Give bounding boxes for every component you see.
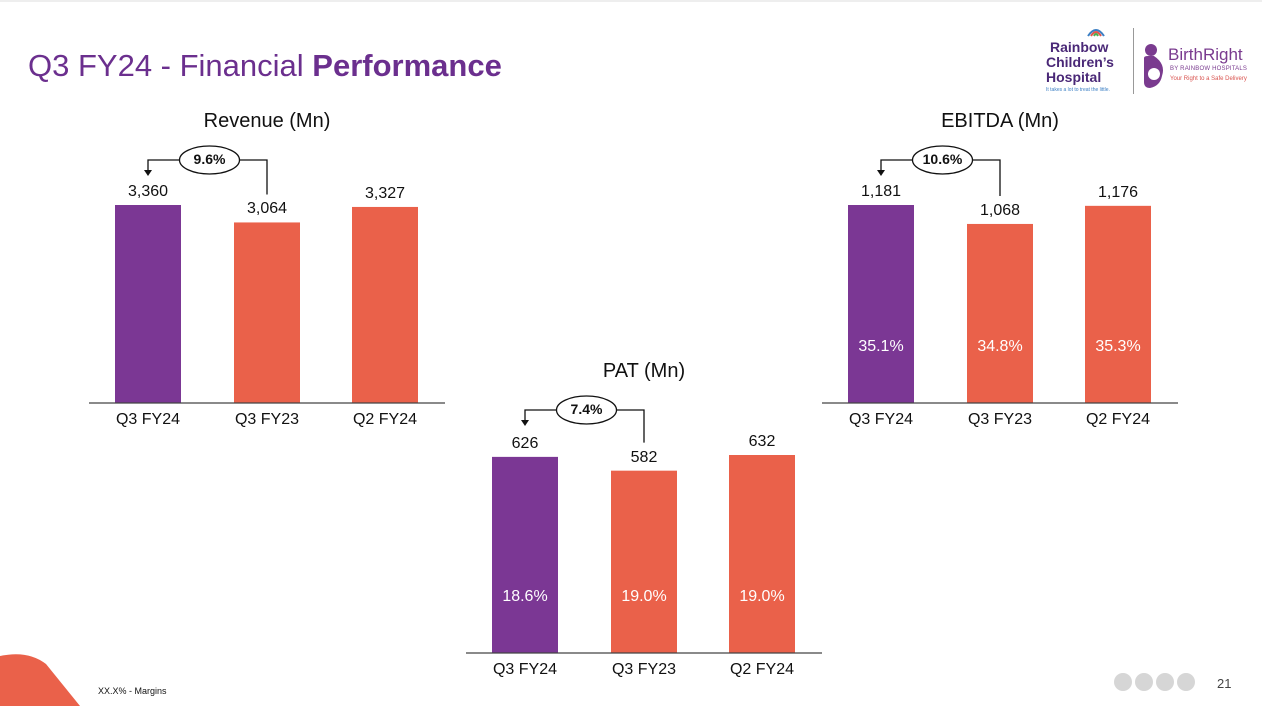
rainbow-logo-tagline: It takes a lot to treat the little. <box>1046 87 1110 93</box>
top-border <box>0 0 1262 2</box>
ebitda-growth-label: 10.6% <box>922 151 963 167</box>
birthright-mother-icon <box>1144 44 1163 88</box>
pat-margin-label: 19.0% <box>621 588 667 605</box>
revenue-category-label: Q3 FY23 <box>234 411 300 428</box>
ebitda-margin-label: 35.1% <box>858 338 904 355</box>
pat-growth-badge <box>555 395 618 425</box>
revenue-bar <box>234 222 300 403</box>
logo-divider <box>1133 28 1134 94</box>
ebitda-category-label: Q3 FY24 <box>848 411 914 428</box>
revenue-chart: Revenue (Mn) 3,360 Q3 FY24 3,064 Q3 FY23 3,32… <box>89 108 445 438</box>
ebitda-value-label: 1,068 <box>979 201 1021 219</box>
page-title: Q3 FY24 - Financial Performance <box>28 48 502 83</box>
nav-dot <box>1156 673 1174 691</box>
ebitda-bar <box>1085 205 1151 403</box>
ebitda-growth-badge <box>911 145 974 175</box>
revenue-category-label: Q3 FY24 <box>115 411 181 428</box>
rainbow-logo-line2: Children’s <box>1046 54 1114 70</box>
rainbow-logo-line1: Rainbow <box>1050 39 1109 55</box>
pat-value-label: 626 <box>511 434 539 452</box>
ebitda-chart-svg <box>822 145 1178 404</box>
pat-bar <box>611 470 677 653</box>
birthright-logo: BirthRight BY RAINBOW HOSPITALS Your Rig… <box>1140 42 1260 94</box>
pat-chart: PAT (Mn) 626 Q3 FY24 18.6% 582 Q3 FY23 19.0% 63… <box>466 358 822 688</box>
revenue-bar <box>352 206 418 403</box>
revenue-growth-badge <box>178 145 241 175</box>
revenue-value-label: 3,327 <box>364 184 406 202</box>
ebitda-chart-title: EBITDA (Mn) <box>941 110 1059 132</box>
revenue-growth-label: 9.6% <box>193 151 226 167</box>
pat-value-label: 632 <box>748 433 776 450</box>
ebitda-category-label: Q3 FY23 <box>967 411 1033 428</box>
pat-growth-arrow <box>521 420 529 426</box>
pat-category-label: Q3 FY23 <box>611 661 677 678</box>
rainbow-childrens-hospital-logo: Rainbow Children’s Hospital It takes a l… <box>1046 26 1128 96</box>
nav-dot <box>1114 673 1132 691</box>
nav-dot <box>1135 673 1153 691</box>
revenue-value-label: 3,064 <box>246 200 288 218</box>
pat-bar <box>492 456 558 653</box>
revenue-chart-svg <box>89 145 445 404</box>
birthright-logo-name: BirthRight <box>1168 45 1243 64</box>
ebitda-category-label: Q2 FY24 <box>1085 411 1151 428</box>
pat-value-label: 582 <box>630 448 658 466</box>
rainbow-logo-line3: Hospital <box>1046 69 1102 85</box>
revenue-category-label: Q2 FY24 <box>352 411 418 428</box>
pat-category-label: Q2 FY24 <box>729 661 795 678</box>
ebitda-value-label: 1,181 <box>860 183 902 200</box>
pat-chart-title: PAT (Mn) <box>602 360 686 382</box>
pat-margin-label: 18.6% <box>502 588 548 605</box>
revenue-value-label: 3,360 <box>127 183 169 200</box>
ebitda-chart: EBITDA (Mn) 1,181 Q3 FY24 35.1% 1,068 Q3 FY23… <box>822 108 1178 438</box>
ebitda-margin-label: 34.8% <box>977 338 1023 355</box>
birthright-logo-sub: BY RAINBOW HOSPITALS <box>1170 66 1248 72</box>
rainbow-logo-icon <box>1087 29 1105 37</box>
ebitda-growth-arrow <box>877 170 885 176</box>
pat-growth-label: 7.4% <box>570 401 603 417</box>
pat-bar <box>729 455 795 653</box>
ebitda-bar <box>848 205 914 403</box>
pat-chart-svg <box>466 395 822 654</box>
margins-footnote: XX.X% - Margins <box>98 686 167 696</box>
corner-decoration <box>0 654 80 706</box>
revenue-growth-arrow <box>144 170 152 176</box>
pat-margin-label: 19.0% <box>739 588 785 605</box>
ebitda-bar <box>967 223 1033 403</box>
nav-dot <box>1177 673 1195 691</box>
revenue-bar <box>115 205 181 403</box>
birthright-logo-tagline: Your Right to a Safe Delivery <box>1170 76 1247 82</box>
ebitda-margin-label: 35.3% <box>1095 338 1141 355</box>
pat-category-label: Q3 FY24 <box>492 661 558 678</box>
page-number: 21 <box>1217 676 1232 691</box>
slide-nav-dots <box>1114 673 1198 696</box>
revenue-chart-title: Revenue (Mn) <box>203 110 331 132</box>
ebitda-value-label: 1,176 <box>1097 183 1139 201</box>
